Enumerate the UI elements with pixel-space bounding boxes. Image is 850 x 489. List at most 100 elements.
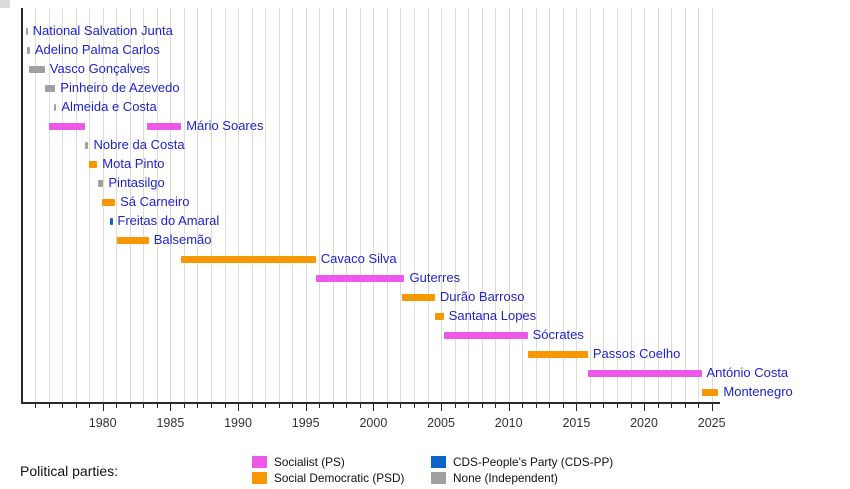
term-bar-dur-o-barroso — [401, 293, 435, 301]
term-bar-ant-nio-costa — [587, 369, 702, 377]
pm-label-almeida-e-costa: Almeida e Costa — [61, 99, 157, 114]
axis-minor-tick-2008 — [481, 404, 483, 408]
axis-tick-label-1985: 1985 — [156, 416, 185, 430]
axis-minor-tick-2011 — [522, 404, 524, 408]
pm-label-m-rio-soares: Mário Soares — [186, 118, 264, 133]
term-bar-vasco-gon-alves — [28, 65, 45, 73]
y-axis-line — [21, 8, 23, 402]
axis-minor-tick-1983 — [143, 404, 145, 408]
axis-major-tick-1985 — [170, 404, 172, 411]
axis-major-tick-2025 — [711, 404, 713, 411]
gridline-year-1998 — [346, 8, 348, 402]
axis-minor-tick-2007 — [468, 404, 470, 408]
axis-minor-tick-2023 — [684, 404, 686, 408]
pm-label-santana-lopes: Santana Lopes — [448, 308, 537, 323]
gridline-year-2012 — [535, 8, 537, 402]
axis-minor-tick-1981 — [116, 404, 118, 408]
gridline-year-1995 — [305, 8, 307, 402]
gridline-year-2019 — [630, 8, 632, 402]
gridline-year-1985 — [170, 8, 172, 402]
gridline-year-2007 — [468, 8, 470, 402]
axis-tick-label-2005: 2005 — [427, 416, 455, 430]
pm-label-montenegro: Montenegro — [723, 384, 793, 399]
pm-label-freitas-do-amaral: Freitas do Amaral — [117, 213, 220, 228]
axis-minor-tick-1999 — [359, 404, 361, 408]
gridline-year-2013 — [549, 8, 551, 402]
gridline-year-2020 — [644, 8, 645, 402]
term-bar-m-rio-soares-2 — [146, 122, 182, 130]
axis-major-tick-2000 — [373, 404, 375, 411]
term-bar-pintasilgo — [97, 179, 104, 187]
pm-label-mota-pinto: Mota Pinto — [102, 156, 165, 171]
legend-label-cds: CDS-People's Party (CDS-PP) — [453, 455, 614, 469]
axis-tick-label-2015: 2015 — [562, 416, 591, 430]
gridline-year-2023 — [684, 8, 686, 402]
axis-tick-label-2020: 2020 — [630, 416, 658, 430]
gridline-year-2010 — [508, 8, 510, 402]
gridline-year-2011 — [522, 8, 524, 402]
term-bar-guterres — [315, 274, 405, 282]
axis-minor-tick-2006 — [454, 404, 456, 408]
axis-minor-tick-2003 — [414, 404, 415, 408]
axis-minor-tick-2001 — [386, 404, 388, 408]
gridline-year-1989 — [224, 8, 226, 402]
term-bar-freitas-do-amaral — [109, 217, 113, 225]
pm-label-cavaco-silva: Cavaco Silva — [320, 251, 397, 266]
axis-major-tick-1995 — [305, 404, 307, 411]
axis-minor-tick-1975 — [35, 404, 36, 408]
axis-tick-label-1995: 1995 — [291, 416, 320, 430]
axis-minor-tick-2004 — [427, 404, 429, 408]
axis-minor-tick-2009 — [495, 404, 497, 408]
axis-minor-tick-1978 — [75, 404, 77, 408]
gridline-year-2022 — [671, 8, 673, 402]
axis-minor-tick-2017 — [603, 404, 605, 408]
gridline-year-1986 — [183, 8, 185, 402]
legend-swatch-ps — [252, 456, 267, 468]
gridline-year-1982 — [129, 8, 131, 402]
axis-tick-label-2010: 2010 — [494, 416, 523, 430]
axis-minor-tick-2019 — [630, 404, 632, 408]
gridline-year-2018 — [617, 8, 618, 402]
term-bar-pinheiro-de-azevedo — [44, 84, 56, 92]
legend-label-psd: Social Democratic (PSD) — [274, 470, 405, 485]
gridline-year-1991 — [251, 8, 253, 402]
axis-minor-tick-2016 — [589, 404, 591, 408]
gridline-year-1990 — [238, 8, 239, 402]
gridline-year-2002 — [400, 8, 402, 402]
pm-label-nobre-da-costa: Nobre da Costa — [93, 137, 185, 152]
term-bar-almeida-e-costa — [54, 103, 57, 111]
gridline-year-2025 — [711, 8, 713, 402]
gridline-year-2004 — [427, 8, 429, 402]
gridline-year-1987 — [197, 8, 199, 402]
gridline-year-2005 — [441, 8, 442, 402]
axis-minor-tick-1994 — [292, 404, 294, 408]
pm-label-pintasilgo: Pintasilgo — [108, 175, 165, 190]
gridline-year-1996 — [319, 8, 321, 402]
term-bar-santana-lopes — [434, 312, 444, 320]
gridline-year-1994 — [292, 8, 294, 402]
axis-minor-tick-1992 — [265, 404, 267, 408]
axis-minor-tick-1979 — [89, 404, 91, 408]
axis-minor-tick-2021 — [657, 404, 659, 408]
gridline-year-2006 — [454, 8, 456, 402]
gridline-year-2015 — [576, 8, 578, 402]
gridline-year-1976 — [48, 8, 50, 402]
gridline-year-1981 — [116, 8, 118, 402]
axis-tick-label-2000: 2000 — [359, 416, 388, 430]
axis-minor-tick-1996 — [319, 404, 321, 408]
corner-artifact — [0, 0, 10, 8]
axis-minor-tick-1976 — [48, 404, 50, 408]
axis-major-tick-2015 — [576, 404, 578, 411]
term-bar-s-crates — [443, 331, 528, 339]
pm-label-national-salvation-junta: National Salvation Junta — [32, 23, 173, 38]
gridline-year-1993 — [278, 8, 280, 402]
axis-minor-tick-2024 — [698, 404, 700, 408]
gridline-year-2021 — [657, 8, 659, 402]
axis-major-tick-2020 — [644, 404, 645, 411]
gridline-year-1977 — [62, 8, 64, 402]
term-bar-nobre-da-costa — [84, 141, 89, 149]
legend-swatch-cds — [431, 456, 446, 468]
gridline-year-1999 — [359, 8, 361, 402]
axis-tick-label-2025: 2025 — [697, 416, 726, 430]
